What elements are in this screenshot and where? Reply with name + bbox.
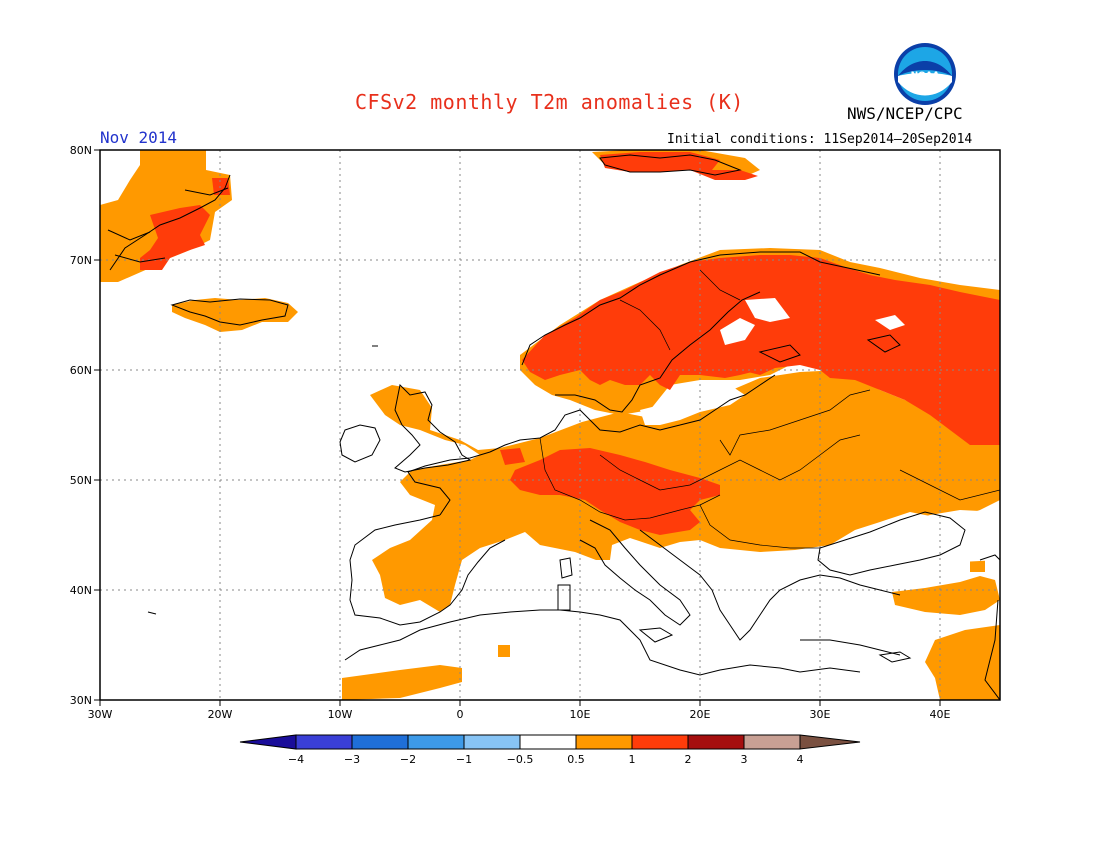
logo-text: NOAA (911, 71, 940, 81)
lon-label: 0 (457, 708, 464, 721)
country-borders (539, 269, 1000, 549)
colorbar-label: −3 (344, 753, 360, 766)
lat-label: 60N (70, 364, 92, 377)
neutral-holes (640, 298, 1000, 562)
colorbar-label: 3 (741, 753, 748, 766)
small-islands (147, 345, 378, 615)
colorbar-swatch (295, 734, 353, 750)
noaa-logo: NOAA (894, 43, 956, 105)
lon-label: 20E (690, 708, 711, 721)
colorbar-swatch (687, 734, 745, 750)
anomaly-0.5-1-layer (100, 150, 1000, 700)
lat-label: 80N (70, 144, 92, 157)
colorbar-arrow-high (799, 734, 861, 750)
colorbar-swatch (575, 734, 633, 750)
colorbar-swatch (519, 734, 577, 750)
colorbar-label: −0.5 (507, 753, 534, 766)
agency-label: NWS/NCEP/CPC (847, 104, 963, 123)
colorbar-label: 2 (685, 753, 692, 766)
lat-label: 70N (70, 254, 92, 267)
colorbar-swatch (407, 734, 465, 750)
map-gridlines (100, 150, 1000, 700)
anomaly-field (100, 150, 1000, 700)
initial-conditions: Initial conditions: 11Sep2014–20Sep2014 (667, 132, 973, 147)
map-frame (99, 149, 1001, 701)
colorbar-label: −1 (456, 753, 472, 766)
lon-label: 10W (328, 708, 353, 721)
lon-label: 10E (570, 708, 591, 721)
lat-label: 40N (70, 584, 92, 597)
lat-labels: 80N 70N 60N 50N 40N 30N (70, 144, 92, 707)
lat-label: 30N (70, 694, 92, 707)
colorbar-label: 4 (797, 753, 804, 766)
colorbar-label: −2 (400, 753, 416, 766)
colorbar (239, 734, 861, 750)
lat-label: 50N (70, 474, 92, 487)
axis-ticks (94, 149, 941, 706)
lon-labels: 30W 20W 10W 0 10E 20E 30E 40E (88, 708, 951, 721)
lon-label: 30E (810, 708, 831, 721)
lon-label: 40E (930, 708, 951, 721)
lon-label: 20W (208, 708, 233, 721)
chart-title: CFSv2 monthly T2m anomalies (K) (355, 90, 744, 114)
colorbar-swatch (463, 734, 521, 750)
colorbar-label: 1 (629, 753, 636, 766)
colorbar-label: 0.5 (567, 753, 585, 766)
colorbar-arrow-low (239, 734, 297, 750)
colorbar-swatch (631, 734, 689, 750)
colorbar-labels: −4 −3 −2 −1 −0.5 0.5 1 2 3 4 (288, 753, 804, 766)
colorbar-label: −4 (288, 753, 304, 766)
lon-label: 30W (88, 708, 113, 721)
colorbar-swatch (351, 734, 409, 750)
colorbar-swatch (743, 734, 801, 750)
forecast-month: Nov 2014 (100, 128, 178, 147)
coastlines (107, 154, 1000, 700)
